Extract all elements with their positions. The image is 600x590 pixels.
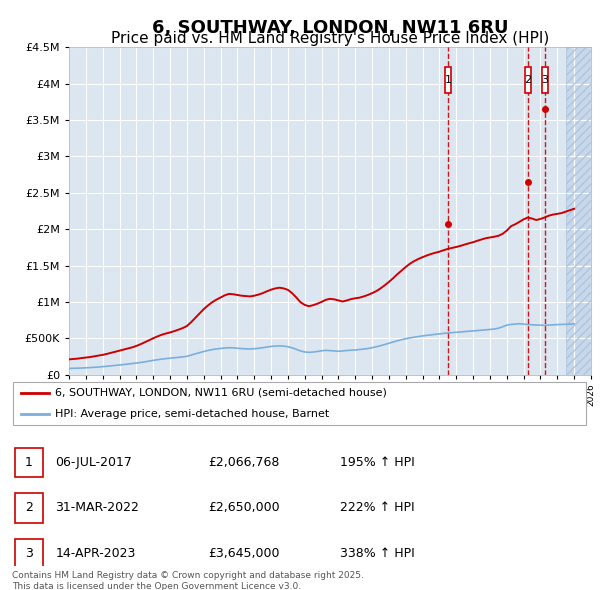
- Text: 1: 1: [25, 456, 32, 470]
- Text: £2,650,000: £2,650,000: [208, 502, 280, 514]
- Text: 338% ↑ HPI: 338% ↑ HPI: [340, 546, 415, 560]
- FancyBboxPatch shape: [15, 448, 43, 477]
- Text: 2: 2: [25, 502, 32, 514]
- Text: 6, SOUTHWAY, LONDON, NW11 6RU: 6, SOUTHWAY, LONDON, NW11 6RU: [152, 19, 508, 37]
- Text: 3: 3: [25, 546, 32, 560]
- FancyBboxPatch shape: [15, 539, 43, 568]
- Text: Contains HM Land Registry data © Crown copyright and database right 2025.
This d: Contains HM Land Registry data © Crown c…: [12, 571, 364, 590]
- Text: Price paid vs. HM Land Registry's House Price Index (HPI): Price paid vs. HM Land Registry's House …: [111, 31, 549, 45]
- Text: £2,066,768: £2,066,768: [208, 456, 279, 470]
- FancyBboxPatch shape: [445, 67, 451, 93]
- Text: 1: 1: [445, 75, 451, 85]
- FancyBboxPatch shape: [542, 67, 548, 93]
- Text: 222% ↑ HPI: 222% ↑ HPI: [340, 502, 415, 514]
- FancyBboxPatch shape: [15, 493, 43, 523]
- Text: 195% ↑ HPI: 195% ↑ HPI: [340, 456, 415, 470]
- Text: 2: 2: [524, 75, 532, 85]
- FancyBboxPatch shape: [525, 67, 531, 93]
- Text: £3,645,000: £3,645,000: [208, 546, 280, 560]
- FancyBboxPatch shape: [13, 382, 586, 425]
- Bar: [566, 47, 599, 375]
- Bar: [566, 47, 599, 375]
- Text: 6, SOUTHWAY, LONDON, NW11 6RU (semi-detached house): 6, SOUTHWAY, LONDON, NW11 6RU (semi-deta…: [55, 388, 387, 398]
- Text: 3: 3: [541, 75, 548, 85]
- Text: 14-APR-2023: 14-APR-2023: [55, 546, 136, 560]
- Text: 31-MAR-2022: 31-MAR-2022: [55, 502, 139, 514]
- Text: HPI: Average price, semi-detached house, Barnet: HPI: Average price, semi-detached house,…: [55, 409, 329, 419]
- Text: 06-JUL-2017: 06-JUL-2017: [55, 456, 132, 470]
